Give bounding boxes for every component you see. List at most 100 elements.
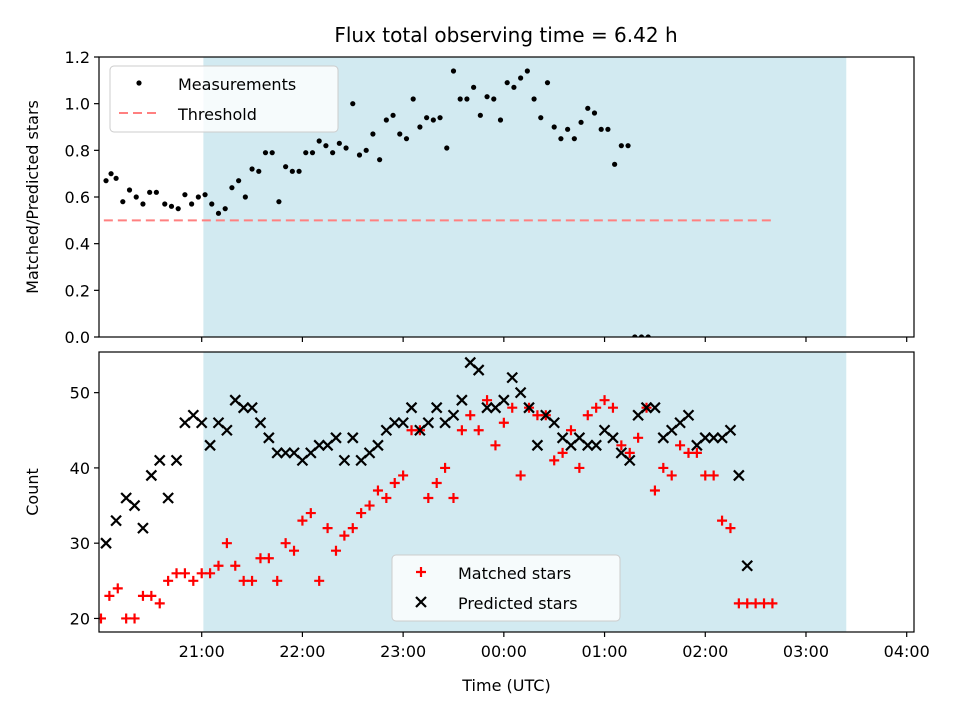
data-point <box>330 545 341 556</box>
plot-area <box>54 356 778 624</box>
data-point <box>88 598 98 608</box>
data-point <box>269 150 275 156</box>
data-point <box>249 166 255 172</box>
data-point <box>625 143 631 149</box>
data-point <box>538 115 544 121</box>
data-point <box>128 499 141 512</box>
data-point <box>215 210 222 216</box>
data-point <box>175 206 181 212</box>
data-point <box>618 143 624 149</box>
data-point <box>338 454 351 467</box>
y-axis-label: Matched/Predicted stars <box>23 100 42 294</box>
data-point <box>205 568 216 579</box>
data-point <box>633 432 644 443</box>
data-point <box>280 538 291 549</box>
data-point <box>108 171 114 177</box>
data-point <box>255 553 266 564</box>
data-point <box>79 598 89 608</box>
data-point <box>484 94 490 100</box>
data-point <box>339 530 350 541</box>
data-point <box>447 409 460 422</box>
data-point <box>490 440 501 451</box>
data-point <box>532 410 543 421</box>
y-tick-label: 50 <box>70 384 90 403</box>
data-point <box>612 161 618 167</box>
data-point <box>221 424 233 437</box>
data-point <box>247 575 258 586</box>
data-point <box>254 416 267 429</box>
data-point <box>515 470 526 481</box>
data-point <box>544 80 551 86</box>
data-point <box>578 119 584 125</box>
x-tick-label: 00:00 <box>481 642 527 661</box>
data-point <box>666 470 677 481</box>
data-point <box>523 401 535 414</box>
data-point <box>558 136 564 142</box>
data-point <box>323 143 329 149</box>
data-point <box>343 145 349 151</box>
y-tick-label: 40 <box>70 459 90 478</box>
data-point <box>238 575 249 586</box>
data-point <box>195 416 208 429</box>
data-point <box>271 447 284 459</box>
data-point <box>398 470 409 481</box>
y-axis-label: Count <box>23 468 42 516</box>
data-point <box>237 401 250 414</box>
data-point <box>531 439 544 452</box>
data-point <box>497 117 504 123</box>
data-point <box>565 425 576 436</box>
data-point <box>372 439 384 452</box>
data-point <box>276 199 282 205</box>
data-point <box>372 485 383 496</box>
data-point <box>456 425 467 436</box>
legend-marker <box>416 567 426 577</box>
series-measurements <box>103 68 651 337</box>
data-point <box>482 395 493 406</box>
data-point <box>607 402 618 413</box>
data-point <box>129 613 140 624</box>
legend-box <box>391 554 621 622</box>
data-point <box>137 590 148 601</box>
data-point <box>410 96 416 102</box>
x-axis-label: Time (UTC) <box>461 676 550 695</box>
data-point <box>423 493 434 504</box>
data-point <box>565 126 571 132</box>
data-point <box>316 138 322 144</box>
data-point <box>524 68 530 74</box>
data-point <box>397 131 403 137</box>
data-point <box>649 485 660 496</box>
data-point <box>54 448 64 458</box>
data-point <box>221 538 232 549</box>
legend: Measurements Threshold <box>109 65 339 133</box>
data-point <box>624 447 635 458</box>
data-point <box>645 334 651 337</box>
data-point <box>336 140 342 146</box>
y-tick-label: 0.4 <box>65 235 90 254</box>
data-point <box>126 187 133 193</box>
data-point <box>464 96 470 102</box>
data-point <box>104 590 115 601</box>
data-point <box>146 590 157 601</box>
data-point <box>314 575 325 586</box>
data-point <box>605 126 611 132</box>
data-point <box>137 522 149 534</box>
data-point <box>582 410 593 421</box>
y-tick-label: 1.2 <box>65 48 90 67</box>
data-point <box>498 394 510 406</box>
data-point <box>514 386 527 399</box>
data-point <box>430 117 436 123</box>
data-point <box>347 523 358 534</box>
legend-marker <box>415 596 427 608</box>
data-point <box>112 583 123 594</box>
legend-label: Predicted stars <box>458 594 578 613</box>
data-point <box>81 553 91 563</box>
data-point <box>549 455 560 466</box>
data-point <box>675 440 686 451</box>
data-point <box>518 75 524 81</box>
data-point <box>381 493 392 504</box>
data-point <box>403 136 410 142</box>
series-predicted-stars <box>81 356 754 572</box>
data-point <box>733 469 745 482</box>
data-point <box>448 493 459 504</box>
legend-label: Matched stars <box>458 564 571 583</box>
